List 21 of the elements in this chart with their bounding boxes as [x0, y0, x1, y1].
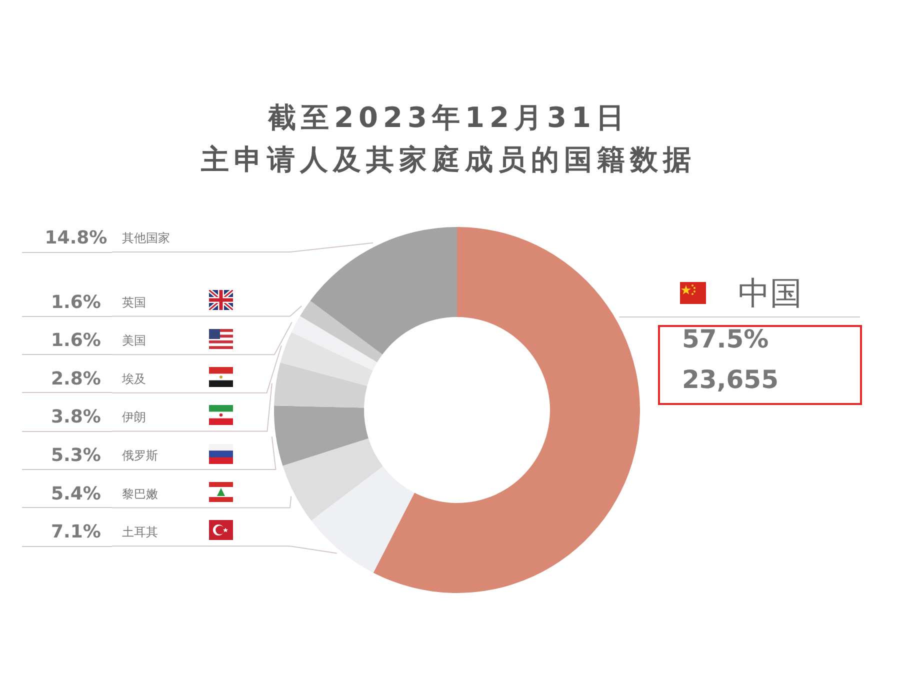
slice-label: 土耳其: [122, 525, 158, 540]
data-label: 14.8%: [44, 228, 108, 248]
data-label: 7.1%: [51, 522, 101, 543]
data-label: 1.6%: [51, 330, 101, 352]
chart-subtitle: 主申请人及其家庭成员的国籍数据: [200, 143, 697, 177]
slice-label: 埃及: [121, 372, 146, 386]
data-label: 1.6%: [51, 292, 101, 313]
data-label: 5.4%: [51, 483, 101, 504]
data-label: 5.3%: [51, 445, 101, 466]
data-label: 2.8%: [51, 368, 101, 390]
slice-label: 其他国家: [122, 231, 170, 245]
slice-label: 英国: [122, 295, 146, 310]
text: 23,655: [682, 365, 778, 394]
slice-label: 伊朗: [122, 410, 146, 424]
slice-label: 俄罗斯: [122, 448, 158, 462]
data-label: 57.5%: [682, 324, 769, 354]
chart-title: 截至2023年12月31日: [266, 101, 630, 135]
slice-label: 美国: [122, 334, 146, 348]
slice-label: 黎巴嫩: [122, 486, 158, 501]
data-label: 3.8%: [51, 406, 101, 428]
slice-label: 中国: [738, 274, 802, 312]
